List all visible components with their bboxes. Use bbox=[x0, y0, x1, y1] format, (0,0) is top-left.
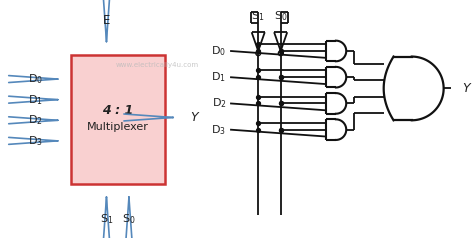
Text: Y: Y bbox=[190, 111, 198, 124]
Text: D$_1$: D$_1$ bbox=[28, 93, 43, 107]
Text: D$_2$: D$_2$ bbox=[28, 113, 43, 127]
Text: 4 : 1: 4 : 1 bbox=[102, 104, 133, 117]
Text: Y: Y bbox=[462, 82, 470, 95]
Text: S$_1$: S$_1$ bbox=[100, 212, 113, 226]
Text: S$_1$: S$_1$ bbox=[252, 9, 265, 23]
Text: D$_2$: D$_2$ bbox=[211, 97, 227, 110]
Text: www.electrically4u.com: www.electrically4u.com bbox=[116, 62, 199, 68]
Text: D$_1$: D$_1$ bbox=[211, 70, 227, 84]
Text: D$_0$: D$_0$ bbox=[211, 44, 227, 58]
Text: D$_3$: D$_3$ bbox=[211, 123, 227, 137]
Text: E: E bbox=[103, 14, 110, 27]
Text: S$_0$: S$_0$ bbox=[122, 212, 136, 226]
Text: Multiplexer: Multiplexer bbox=[87, 122, 149, 132]
Text: D$_3$: D$_3$ bbox=[28, 134, 43, 148]
Text: S$_0$: S$_0$ bbox=[274, 9, 287, 23]
Bar bbox=[71, 55, 164, 184]
Text: D$_0$: D$_0$ bbox=[28, 72, 43, 86]
